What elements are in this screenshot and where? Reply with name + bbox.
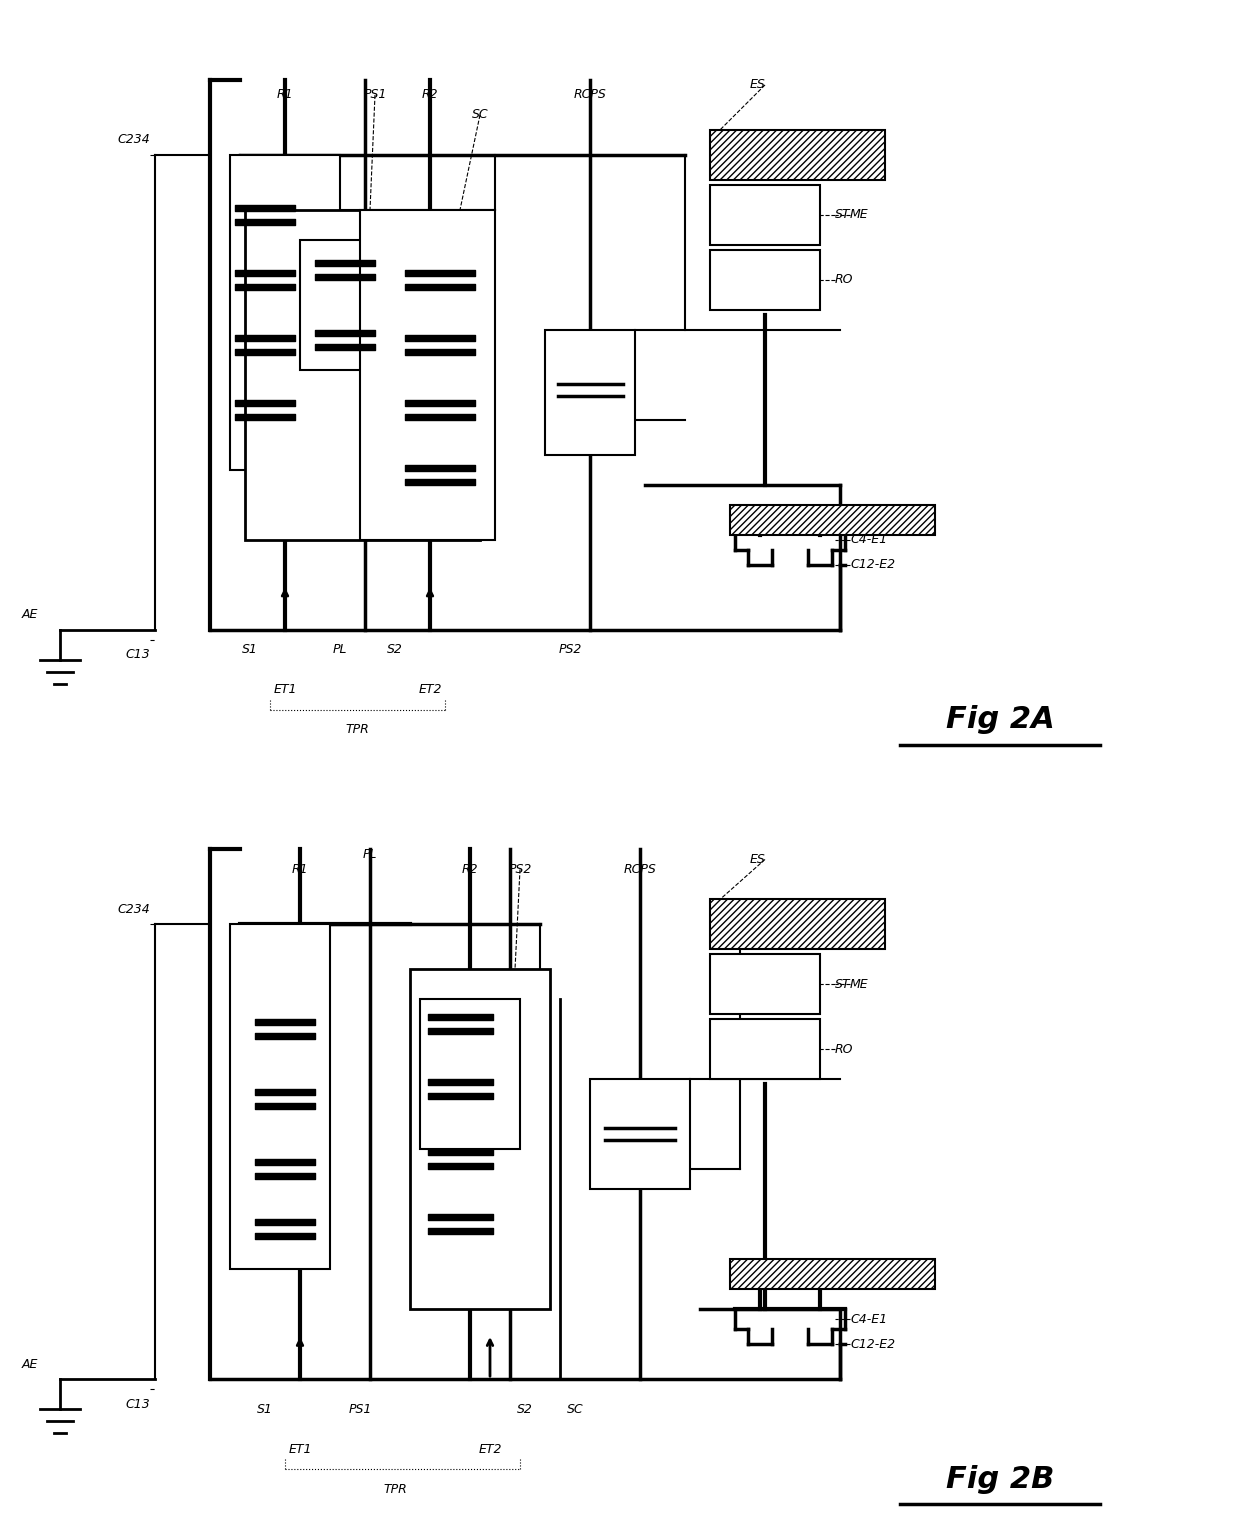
Text: TPR: TPR (383, 1482, 407, 1496)
Text: C13: C13 (125, 1397, 150, 1411)
Text: Fig 2B: Fig 2B (946, 1465, 1054, 1493)
Text: ET2: ET2 (479, 1442, 502, 1456)
Bar (711, 1019, 820, 1079)
Text: AE: AE (22, 1357, 38, 1371)
Text: R2: R2 (461, 863, 479, 876)
Text: S1: S1 (242, 643, 258, 656)
Text: ET1: ET1 (288, 1442, 311, 1456)
Bar (360, 209, 495, 540)
Text: ST: ST (835, 977, 851, 991)
Bar (711, 185, 820, 245)
Text: C4-E1: C4-E1 (849, 532, 887, 546)
Text: Fig 2A: Fig 2A (946, 705, 1054, 734)
Text: S2: S2 (387, 643, 403, 656)
Text: SC: SC (567, 1402, 583, 1416)
Text: ET2: ET2 (418, 683, 441, 696)
Bar (229, 925, 330, 1270)
Text: S2: S2 (517, 1402, 533, 1416)
Bar (300, 240, 379, 369)
Text: PS1: PS1 (363, 88, 387, 102)
Text: C234: C234 (118, 134, 150, 146)
Text: PL: PL (332, 643, 347, 656)
Text: C13: C13 (125, 648, 150, 662)
Text: PS2: PS2 (558, 643, 582, 656)
Text: C12-E2: C12-E2 (849, 559, 895, 571)
Bar (246, 209, 480, 540)
Text: R2: R2 (422, 88, 438, 102)
Text: ME: ME (849, 208, 869, 222)
Bar (590, 1079, 689, 1190)
Text: RCPS: RCPS (574, 88, 606, 102)
Bar (711, 954, 820, 1014)
Text: ST: ST (835, 208, 851, 222)
Text: PS1: PS1 (348, 1402, 372, 1416)
Text: ET1: ET1 (273, 683, 296, 696)
Bar (546, 329, 635, 454)
Text: PS2: PS2 (508, 863, 532, 876)
Text: C234: C234 (118, 903, 150, 916)
Bar (229, 155, 340, 469)
Text: PL: PL (363, 848, 377, 860)
Text: R1: R1 (291, 863, 309, 876)
Bar (711, 129, 885, 180)
Text: ME: ME (849, 977, 869, 991)
Bar (711, 899, 885, 950)
Bar (420, 999, 520, 1150)
Text: RCPS: RCPS (624, 863, 656, 876)
Text: AE: AE (22, 608, 38, 622)
Text: RO: RO (835, 274, 853, 286)
Bar (730, 505, 935, 534)
Text: TPR: TPR (345, 723, 368, 736)
Text: ES: ES (749, 853, 765, 866)
Text: SC: SC (471, 108, 489, 122)
Text: R1: R1 (277, 88, 294, 102)
Text: C4-E1: C4-E1 (849, 1313, 887, 1325)
Text: C12-E2: C12-E2 (849, 1337, 895, 1351)
Bar (410, 970, 551, 1310)
Text: RO: RO (835, 1043, 853, 1056)
Bar (730, 1259, 935, 1290)
Text: ES: ES (749, 78, 765, 91)
Text: S1: S1 (257, 1402, 273, 1416)
Bar (711, 249, 820, 309)
